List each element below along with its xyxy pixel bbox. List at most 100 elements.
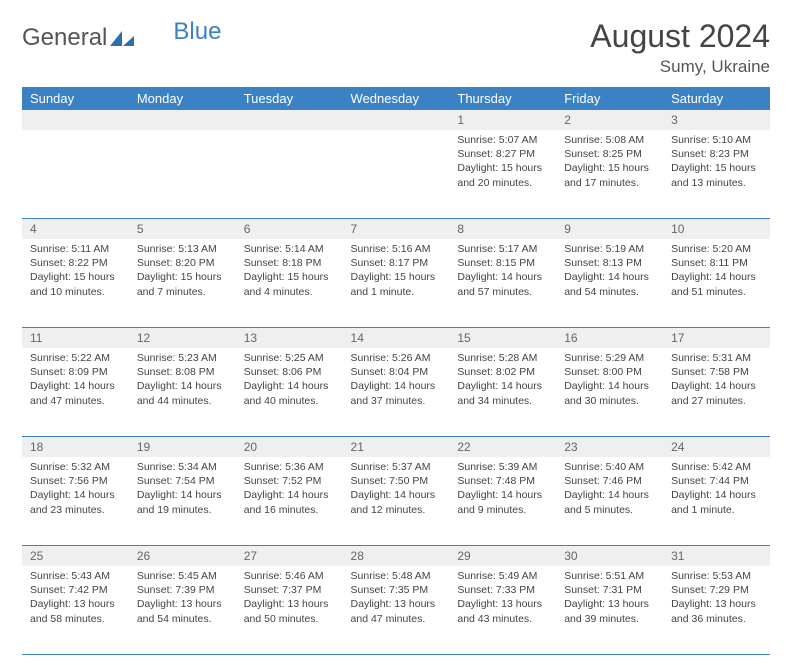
- daylight-line-1: Daylight: 14 hours: [457, 270, 548, 284]
- daylight-line-2: and 23 minutes.: [30, 503, 121, 517]
- daylight-line-2: and 4 minutes.: [244, 285, 335, 299]
- sunrise-line: Sunrise: 5:51 AM: [564, 569, 655, 583]
- sunset-line: Sunset: 8:06 PM: [244, 365, 335, 379]
- sunrise-line: Sunrise: 5:31 AM: [671, 351, 762, 365]
- daylight-line-1: Daylight: 15 hours: [30, 270, 121, 284]
- day-body-cell: Sunrise: 5:34 AMSunset: 7:54 PMDaylight:…: [129, 457, 236, 546]
- daylight-line-2: and 9 minutes.: [457, 503, 548, 517]
- sunrise-line: Sunrise: 5:36 AM: [244, 460, 335, 474]
- day-number-cell: 2: [556, 110, 663, 130]
- sunset-line: Sunset: 8:00 PM: [564, 365, 655, 379]
- day-number-cell: 3: [663, 110, 770, 130]
- sunset-line: Sunset: 7:50 PM: [351, 474, 442, 488]
- day-number-row: 123: [22, 110, 770, 130]
- daylight-line-2: and 1 minute.: [671, 503, 762, 517]
- sunset-line: Sunset: 7:42 PM: [30, 583, 121, 597]
- sunrise-line: Sunrise: 5:20 AM: [671, 242, 762, 256]
- weekday-header: Thursday: [449, 87, 556, 110]
- day-number-cell: [236, 110, 343, 130]
- day-number-cell: 6: [236, 219, 343, 240]
- day-body-cell: Sunrise: 5:28 AMSunset: 8:02 PMDaylight:…: [449, 348, 556, 437]
- day-number-cell: 11: [22, 328, 129, 349]
- sunrise-line: Sunrise: 5:29 AM: [564, 351, 655, 365]
- sunrise-line: Sunrise: 5:16 AM: [351, 242, 442, 256]
- sunrise-line: Sunrise: 5:22 AM: [30, 351, 121, 365]
- daylight-line-2: and 50 minutes.: [244, 612, 335, 626]
- day-body-cell: Sunrise: 5:46 AMSunset: 7:37 PMDaylight:…: [236, 566, 343, 655]
- sunrise-line: Sunrise: 5:45 AM: [137, 569, 228, 583]
- day-body-cell: Sunrise: 5:43 AMSunset: 7:42 PMDaylight:…: [22, 566, 129, 655]
- weekday-header: Sunday: [22, 87, 129, 110]
- daylight-line-1: Daylight: 14 hours: [30, 488, 121, 502]
- day-number-row: 45678910: [22, 219, 770, 240]
- day-body-cell: [22, 130, 129, 219]
- sunrise-line: Sunrise: 5:46 AM: [244, 569, 335, 583]
- sunset-line: Sunset: 8:20 PM: [137, 256, 228, 270]
- brand-word-2: Blue: [173, 18, 221, 46]
- day-body-cell: Sunrise: 5:53 AMSunset: 7:29 PMDaylight:…: [663, 566, 770, 655]
- sunset-line: Sunset: 7:35 PM: [351, 583, 442, 597]
- daylight-line-2: and 54 minutes.: [564, 285, 655, 299]
- day-number-cell: [129, 110, 236, 130]
- daylight-line-2: and 34 minutes.: [457, 394, 548, 408]
- day-body-cell: Sunrise: 5:10 AMSunset: 8:23 PMDaylight:…: [663, 130, 770, 219]
- daylight-line-2: and 54 minutes.: [137, 612, 228, 626]
- day-number-row: 25262728293031: [22, 546, 770, 567]
- sunrise-line: Sunrise: 5:48 AM: [351, 569, 442, 583]
- daylight-line-2: and 39 minutes.: [564, 612, 655, 626]
- daylight-line-1: Daylight: 13 hours: [351, 597, 442, 611]
- month-title: August 2024: [590, 18, 770, 55]
- sunrise-line: Sunrise: 5:26 AM: [351, 351, 442, 365]
- sunset-line: Sunset: 8:08 PM: [137, 365, 228, 379]
- day-body-cell: Sunrise: 5:36 AMSunset: 7:52 PMDaylight:…: [236, 457, 343, 546]
- sunset-line: Sunset: 8:18 PM: [244, 256, 335, 270]
- sunrise-line: Sunrise: 5:25 AM: [244, 351, 335, 365]
- day-number-cell: 21: [343, 437, 450, 458]
- daylight-line-2: and 12 minutes.: [351, 503, 442, 517]
- sunrise-line: Sunrise: 5:11 AM: [30, 242, 121, 256]
- sunset-line: Sunset: 7:46 PM: [564, 474, 655, 488]
- sunset-line: Sunset: 7:44 PM: [671, 474, 762, 488]
- sunset-line: Sunset: 7:29 PM: [671, 583, 762, 597]
- day-body-cell: Sunrise: 5:22 AMSunset: 8:09 PMDaylight:…: [22, 348, 129, 437]
- daylight-line-2: and 58 minutes.: [30, 612, 121, 626]
- day-number-cell: 9: [556, 219, 663, 240]
- daylight-line-1: Daylight: 14 hours: [564, 379, 655, 393]
- day-body-cell: Sunrise: 5:23 AMSunset: 8:08 PMDaylight:…: [129, 348, 236, 437]
- day-body-cell: Sunrise: 5:08 AMSunset: 8:25 PMDaylight:…: [556, 130, 663, 219]
- daylight-line-1: Daylight: 13 hours: [30, 597, 121, 611]
- day-body-cell: Sunrise: 5:14 AMSunset: 8:18 PMDaylight:…: [236, 239, 343, 328]
- sunrise-line: Sunrise: 5:53 AM: [671, 569, 762, 583]
- daylight-line-1: Daylight: 14 hours: [671, 270, 762, 284]
- sunset-line: Sunset: 7:39 PM: [137, 583, 228, 597]
- day-body-cell: Sunrise: 5:32 AMSunset: 7:56 PMDaylight:…: [22, 457, 129, 546]
- daylight-line-2: and 5 minutes.: [564, 503, 655, 517]
- weekday-header: Tuesday: [236, 87, 343, 110]
- sunset-line: Sunset: 8:22 PM: [30, 256, 121, 270]
- sunset-line: Sunset: 8:17 PM: [351, 256, 442, 270]
- sunset-line: Sunset: 8:11 PM: [671, 256, 762, 270]
- daylight-line-1: Daylight: 15 hours: [244, 270, 335, 284]
- daylight-line-1: Daylight: 14 hours: [671, 379, 762, 393]
- day-number-cell: 13: [236, 328, 343, 349]
- sunset-line: Sunset: 7:52 PM: [244, 474, 335, 488]
- daylight-line-2: and 37 minutes.: [351, 394, 442, 408]
- day-number-cell: 4: [22, 219, 129, 240]
- day-number-row: 11121314151617: [22, 328, 770, 349]
- sunset-line: Sunset: 7:31 PM: [564, 583, 655, 597]
- day-number-cell: 5: [129, 219, 236, 240]
- day-number-cell: 12: [129, 328, 236, 349]
- day-number-cell: 20: [236, 437, 343, 458]
- sunrise-line: Sunrise: 5:43 AM: [30, 569, 121, 583]
- day-body-cell: Sunrise: 5:29 AMSunset: 8:00 PMDaylight:…: [556, 348, 663, 437]
- day-body-cell: Sunrise: 5:26 AMSunset: 8:04 PMDaylight:…: [343, 348, 450, 437]
- daylight-line-1: Daylight: 14 hours: [564, 270, 655, 284]
- daylight-line-1: Daylight: 14 hours: [457, 379, 548, 393]
- day-body-cell: Sunrise: 5:19 AMSunset: 8:13 PMDaylight:…: [556, 239, 663, 328]
- daylight-line-1: Daylight: 15 hours: [457, 161, 548, 175]
- daylight-line-1: Daylight: 14 hours: [457, 488, 548, 502]
- daylight-line-2: and 36 minutes.: [671, 612, 762, 626]
- daylight-line-1: Daylight: 14 hours: [351, 379, 442, 393]
- day-number-cell: 14: [343, 328, 450, 349]
- day-number-cell: 16: [556, 328, 663, 349]
